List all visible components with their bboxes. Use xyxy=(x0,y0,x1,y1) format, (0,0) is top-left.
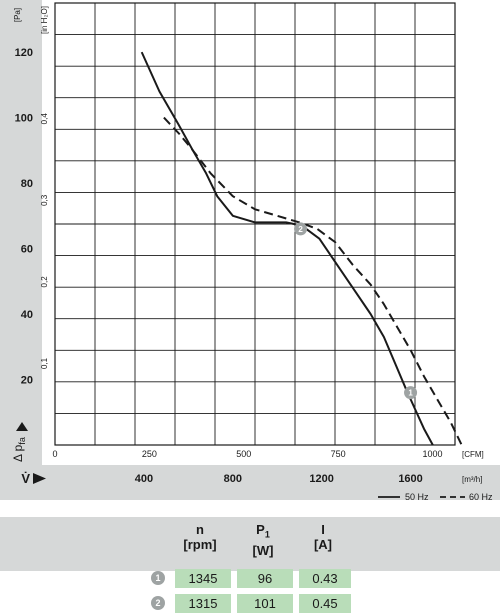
y-tick-label-pa: 80 xyxy=(21,178,33,190)
header-i-unit: [A] xyxy=(313,537,333,552)
row-1-n: 1345 xyxy=(175,569,231,588)
x-tick-label-cfm: 500 xyxy=(236,449,251,459)
x-tick-label-m3h: 1600 xyxy=(398,473,422,485)
fan-curve-chart: 20 40 60 80 100 120 [Pa] 0,1 0,2 0,3 0,4 [in H₂O] Δ … xyxy=(0,0,500,502)
y-axis-symbol-subscript: fa xyxy=(17,437,27,445)
y-tick-label-pa: 20 xyxy=(21,375,33,387)
table-header-band xyxy=(0,517,500,571)
operating-point-marker xyxy=(404,386,418,400)
x-axis-symbol: V̇ xyxy=(21,471,30,486)
x-tick-label-cfm: 250 xyxy=(142,449,157,459)
x-tick-label-cfm: 1000 xyxy=(423,449,443,459)
operating-point-label: 2 xyxy=(298,225,303,234)
y-tick-label-inh2o: 0,2 xyxy=(40,276,49,288)
x-axis-arrow xyxy=(33,473,46,484)
header-p1-unit: [W] xyxy=(252,542,274,558)
y-unit-pa: [Pa] xyxy=(13,8,22,22)
x-tick-label-cfm: 750 xyxy=(331,449,346,459)
row-2-n: 1315 xyxy=(175,594,231,613)
operating-point-label: 1 xyxy=(408,389,413,398)
x-unit-cfm: [CFM] xyxy=(462,450,484,459)
y-tick-label-pa: 60 xyxy=(21,244,33,256)
header-p1: P1 [W] xyxy=(233,522,293,558)
legend-label-60hz: 60 Hz xyxy=(469,492,493,500)
legend-label-50hz: 50 Hz xyxy=(405,492,429,500)
row-2-i: 0.45 xyxy=(299,594,351,613)
y-tick-label-pa: 120 xyxy=(15,47,33,59)
header-i-name: I xyxy=(321,522,325,537)
series-line-60hz xyxy=(163,116,463,446)
header-p1-label: P1 xyxy=(233,522,293,543)
y-tick-label-pa: 100 xyxy=(15,113,33,125)
y-tick-label-inh2o: 0,1 xyxy=(40,357,49,369)
y-tick-label-inh2o: 0,4 xyxy=(40,113,49,125)
series-layer: 12 xyxy=(140,51,463,446)
x-unit-m3h: [m³/h] xyxy=(462,475,482,484)
row-2-marker: 2 xyxy=(151,596,165,610)
header-n-unit: [rpm] xyxy=(183,537,217,552)
header-p1-name: P xyxy=(256,522,265,537)
y-unit-inh2o: [in H₂O] xyxy=(40,6,49,34)
grid-layer xyxy=(54,2,456,446)
header-n: n [rpm] xyxy=(168,522,232,552)
header-i: I [A] xyxy=(296,522,350,552)
legend-layer: 50 Hz 60 Hz xyxy=(378,492,493,502)
y-axis-arrow xyxy=(16,422,28,431)
header-p1-sub: 1 xyxy=(264,529,270,540)
y-axis-band xyxy=(0,0,42,465)
x-tick-label-m3h: 400 xyxy=(135,473,153,485)
row-1-marker: 1 xyxy=(151,571,165,585)
y-tick-label-inh2o: 0,3 xyxy=(40,194,49,206)
operating-point-marker xyxy=(294,222,308,236)
row-1-p: 96 xyxy=(237,569,293,588)
x-axis-band xyxy=(0,465,500,500)
row-2-p: 101 xyxy=(237,594,293,613)
header-n-name: n xyxy=(196,522,204,537)
row-1-i: 0.43 xyxy=(299,569,351,588)
x-tick-label-m3h: 1200 xyxy=(309,473,333,485)
x-tick-label-cfm: 0 xyxy=(52,449,57,459)
x-tick-label-m3h: 800 xyxy=(224,473,242,485)
y-tick-label-pa: 40 xyxy=(21,309,33,321)
